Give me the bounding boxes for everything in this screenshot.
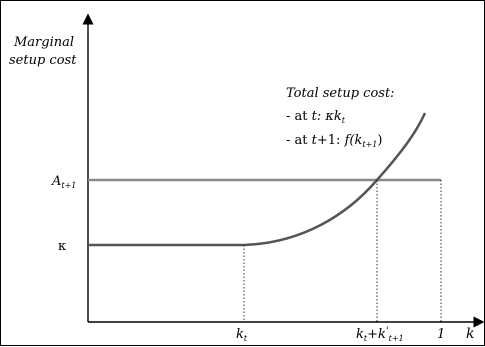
level-label-a: At+1 [51, 174, 76, 190]
annotation-title: Total setup cost: [286, 86, 395, 101]
y-axis-label-line1: Marginal [13, 35, 74, 50]
tick-label-ktk: kt+k't+1 [356, 326, 404, 343]
annotation-line2: - at t+1: f(kt+1) [286, 133, 382, 149]
level-label-kappa: κ [58, 239, 66, 254]
tick-label-one: 1 [437, 327, 445, 342]
annotation-line1: - at t: κkt [286, 109, 346, 125]
marginal-cost-curve [88, 112, 427, 247]
tick-label-kt: kt [236, 327, 248, 343]
x-axis-label: k [466, 326, 474, 342]
y-axis-label-line2: setup cost [9, 53, 77, 68]
